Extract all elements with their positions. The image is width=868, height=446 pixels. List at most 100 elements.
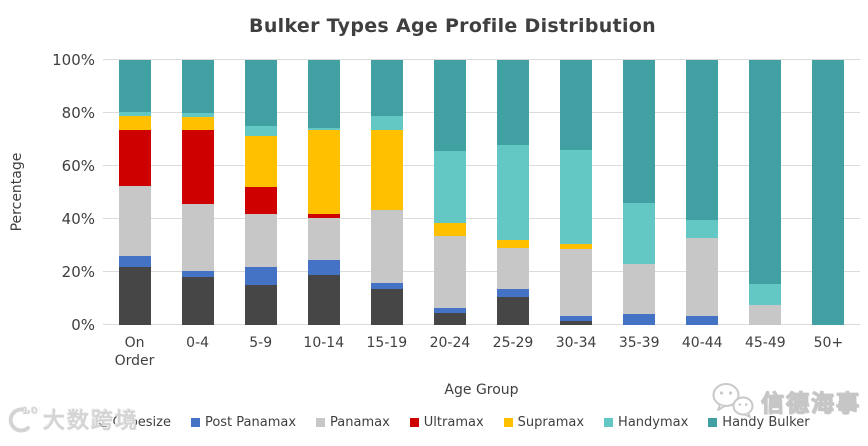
x-tick-label: On Order xyxy=(114,335,155,370)
bar-segment-panamax xyxy=(307,217,340,261)
legend-swatch xyxy=(190,418,200,427)
bar-segment-post-panamax xyxy=(181,270,214,278)
bar-segment-ultramax xyxy=(181,130,214,205)
bar-segment-supramax xyxy=(370,130,403,210)
bar-segment-panamax xyxy=(118,185,151,257)
bar-slot xyxy=(608,60,671,325)
bar-segment-post-panamax xyxy=(118,256,151,267)
legend-swatch xyxy=(98,418,108,427)
bar-segment-capesize xyxy=(560,321,593,325)
bar-group-20-24 xyxy=(433,60,466,325)
y-tick-label: 0% xyxy=(71,316,95,334)
bar-segment-post-panamax xyxy=(433,307,466,314)
bottom-left-watermark: 100 大数跨境 xyxy=(4,403,139,435)
bar-slot xyxy=(734,60,797,325)
y-tick-label: 60% xyxy=(61,157,95,175)
legend-item-supramax: Supramax xyxy=(503,415,585,430)
plot-area xyxy=(103,59,860,325)
bar-segment-handy-bulker xyxy=(560,60,593,151)
x-tick-label: 5-9 xyxy=(249,335,273,351)
bar-segment-handy-bulker xyxy=(623,60,656,204)
chart-legend: Capesize Post Panamax Panamax Ultramax Supra… xyxy=(40,415,868,430)
bar-group-on-order xyxy=(118,60,151,325)
bar-segment-handy-bulker xyxy=(686,60,719,221)
bottom-left-watermark-text: 大数跨境 xyxy=(43,409,140,434)
legend-swatch xyxy=(503,418,513,427)
bar-segment-supramax xyxy=(244,135,277,188)
legend-item-post-panamax: Post Panamax xyxy=(190,415,297,430)
bar-segment-ultramax xyxy=(244,187,277,214)
y-tick-label: 20% xyxy=(61,263,95,281)
bar-segment-post-panamax xyxy=(244,266,277,286)
bar-segment-supramax xyxy=(560,244,593,250)
bar-segment-post-panamax xyxy=(497,289,529,298)
bar-segment-handymax xyxy=(686,220,719,238)
bar-slot xyxy=(166,60,229,325)
bar-group-50+ xyxy=(812,60,845,325)
bar-segment-supramax xyxy=(118,115,151,131)
bar-segment-capesize xyxy=(181,277,214,325)
bar-group-5-9 xyxy=(244,60,277,325)
y-tick-label: 80% xyxy=(61,104,95,122)
x-tick-label: 25-29 xyxy=(492,335,534,351)
x-tick-label: 45-49 xyxy=(744,335,786,351)
bar-segment-handymax xyxy=(307,127,340,131)
legend-swatch xyxy=(409,418,419,427)
bar-group-40-44 xyxy=(686,60,719,325)
gridline xyxy=(103,218,860,219)
bar-segment-handy-bulker xyxy=(181,60,214,114)
bar-segment-panamax xyxy=(623,264,656,315)
bar-slot xyxy=(103,60,166,325)
legend-item-handymax: Handymax xyxy=(604,415,688,430)
x-tick-label: 10-14 xyxy=(303,335,345,351)
bar-group-35-39 xyxy=(623,60,656,325)
bar-group-0-4 xyxy=(181,60,214,325)
x-tick-label: 20-24 xyxy=(429,335,471,351)
legend-item-capesize: Capesize xyxy=(98,415,171,430)
x-axis-title: Age Group xyxy=(444,382,519,398)
gridline xyxy=(103,324,860,325)
legend-item-handy-bulker: Handy Bulker xyxy=(708,415,810,430)
y-tick-label: 40% xyxy=(61,210,95,228)
bar-group-10-14 xyxy=(307,60,340,325)
legend-label: Post Panamax xyxy=(204,415,297,430)
x-tick-label: 35-39 xyxy=(618,335,660,351)
bar-segment-panamax xyxy=(749,305,782,325)
legend-label: Supramax xyxy=(517,415,585,430)
bar-segment-panamax xyxy=(244,213,277,267)
c100-logo-icon: 100 xyxy=(4,403,40,435)
x-tick-label: 50+ xyxy=(813,335,844,351)
y-tick-label: 100% xyxy=(52,51,95,69)
legend-label: Handymax xyxy=(618,415,689,430)
bar-slot xyxy=(545,60,608,325)
bar-segment-panamax xyxy=(370,209,403,283)
bar-segment-ultramax xyxy=(307,213,340,218)
bar-group-45-49 xyxy=(749,60,782,325)
bar-segment-handymax xyxy=(497,144,529,241)
bar-segment-panamax xyxy=(497,248,529,290)
bar-segment-panamax xyxy=(686,237,719,316)
bar-slot xyxy=(355,60,418,325)
legend-label: Panamax xyxy=(330,415,390,430)
legend-label: Ultramax xyxy=(423,415,484,430)
bar-segment-handy-bulker xyxy=(433,60,466,152)
bar-group-15-19 xyxy=(370,60,403,325)
gridline xyxy=(103,165,860,166)
gridline xyxy=(103,59,860,60)
legend-swatch xyxy=(604,418,614,427)
bar-segment-capesize xyxy=(497,297,529,325)
bottom-right-watermark: 信德海事 xyxy=(710,381,861,421)
bar-segment-supramax xyxy=(181,117,214,131)
bar-segment-handy-bulker xyxy=(497,60,529,145)
bar-segment-post-panamax xyxy=(307,260,340,275)
bar-segment-handymax xyxy=(560,150,593,245)
y-axis-title: Percentage xyxy=(9,152,25,232)
bar-segment-handymax xyxy=(749,283,782,306)
bar-slot xyxy=(292,60,355,325)
bottom-right-watermark-text: 信德海事 xyxy=(760,390,861,417)
x-tick-label: 30-34 xyxy=(555,335,597,351)
bar-segment-supramax xyxy=(433,222,466,237)
legend-label: Capesize xyxy=(112,415,171,430)
bar-slot xyxy=(481,60,544,325)
